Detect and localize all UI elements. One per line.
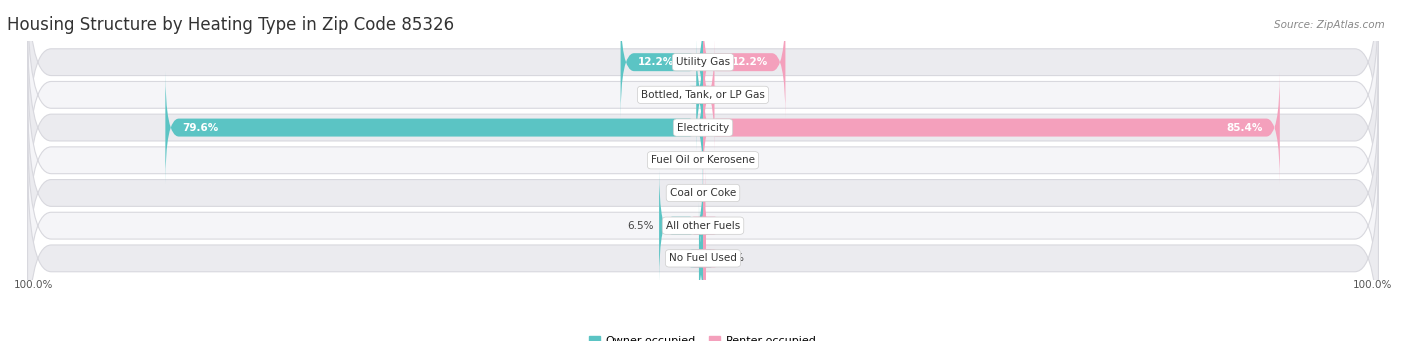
Text: 85.4%: 85.4%	[1226, 122, 1263, 133]
Text: 0.0%: 0.0%	[671, 155, 697, 165]
FancyBboxPatch shape	[703, 6, 786, 119]
FancyBboxPatch shape	[693, 202, 717, 315]
Text: 12.2%: 12.2%	[733, 57, 769, 67]
Text: 12.2%: 12.2%	[637, 57, 673, 67]
Text: 0.0%: 0.0%	[709, 155, 735, 165]
FancyBboxPatch shape	[28, 157, 1378, 341]
FancyBboxPatch shape	[166, 71, 703, 184]
Text: Fuel Oil or Kerosene: Fuel Oil or Kerosene	[651, 155, 755, 165]
Text: 0.44%: 0.44%	[711, 253, 744, 263]
Text: Coal or Coke: Coal or Coke	[669, 188, 737, 198]
Text: 6.5%: 6.5%	[627, 221, 654, 231]
FancyBboxPatch shape	[689, 39, 710, 151]
FancyBboxPatch shape	[28, 0, 1378, 163]
FancyBboxPatch shape	[28, 0, 1378, 196]
FancyBboxPatch shape	[659, 169, 703, 282]
FancyBboxPatch shape	[620, 6, 703, 119]
Text: No Fuel Used: No Fuel Used	[669, 253, 737, 263]
FancyBboxPatch shape	[702, 39, 717, 151]
Text: All other Fuels: All other Fuels	[666, 221, 740, 231]
Text: 79.6%: 79.6%	[183, 122, 218, 133]
FancyBboxPatch shape	[28, 124, 1378, 327]
Text: 0.36%: 0.36%	[711, 221, 744, 231]
Text: 0.0%: 0.0%	[671, 188, 697, 198]
Text: Utility Gas: Utility Gas	[676, 57, 730, 67]
Legend: Owner-occupied, Renter-occupied: Owner-occupied, Renter-occupied	[585, 331, 821, 341]
FancyBboxPatch shape	[28, 59, 1378, 261]
Text: 1.0%: 1.0%	[665, 90, 690, 100]
Text: Bottled, Tank, or LP Gas: Bottled, Tank, or LP Gas	[641, 90, 765, 100]
FancyBboxPatch shape	[692, 169, 717, 282]
Text: 1.7%: 1.7%	[720, 90, 747, 100]
Text: Electricity: Electricity	[676, 122, 730, 133]
Text: 0.6%: 0.6%	[668, 253, 693, 263]
Text: Source: ZipAtlas.com: Source: ZipAtlas.com	[1274, 20, 1385, 30]
Text: 100.0%: 100.0%	[1353, 280, 1392, 290]
Text: 100.0%: 100.0%	[14, 280, 53, 290]
FancyBboxPatch shape	[28, 27, 1378, 228]
Text: 0.0%: 0.0%	[709, 188, 735, 198]
FancyBboxPatch shape	[28, 92, 1378, 294]
FancyBboxPatch shape	[689, 202, 713, 315]
FancyBboxPatch shape	[703, 71, 1279, 184]
Text: Housing Structure by Heating Type in Zip Code 85326: Housing Structure by Heating Type in Zip…	[7, 16, 454, 34]
